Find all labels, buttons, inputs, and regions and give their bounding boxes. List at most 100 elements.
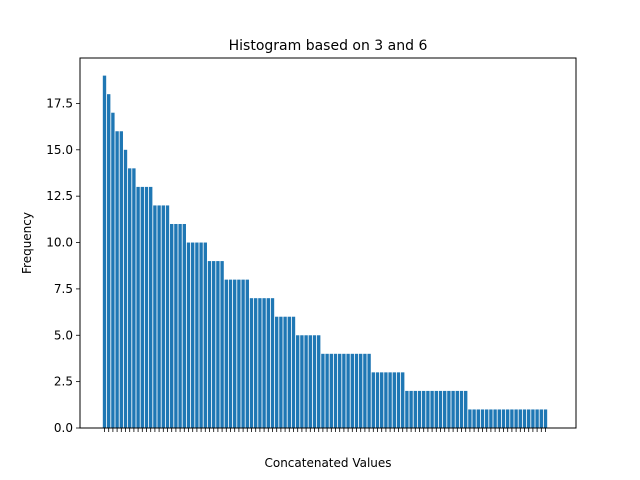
histogram-bar [224, 279, 228, 428]
histogram-bar [501, 409, 506, 428]
histogram-bar [396, 372, 401, 428]
histogram-bar [144, 186, 149, 428]
histogram-bar [514, 409, 518, 428]
histogram-bar [300, 335, 304, 428]
histogram-bar [291, 316, 296, 428]
histogram-bar [258, 298, 262, 428]
y-tick-label: 5.0 [54, 328, 73, 342]
histogram-bar [346, 353, 350, 428]
histogram-bar [195, 242, 199, 428]
histogram-bar [527, 409, 531, 428]
chart-title: Histogram based on 3 and 6 [229, 38, 428, 54]
histogram-bar [413, 390, 417, 428]
histogram-bar [510, 409, 514, 428]
bars-group [102, 75, 548, 429]
histogram-bar [161, 205, 165, 428]
histogram-bar [422, 390, 426, 428]
histogram-bar [203, 242, 207, 428]
histogram-bar [233, 279, 237, 428]
histogram-bar [543, 409, 548, 428]
histogram-bar [140, 186, 144, 428]
y-tick-label: 12.5 [46, 189, 73, 203]
histogram-bar [359, 353, 363, 428]
histogram-bar [132, 168, 136, 428]
histogram-bar [153, 205, 157, 428]
histogram-bar [212, 261, 216, 428]
histogram-bar [182, 223, 186, 428]
histogram-bar [338, 353, 342, 428]
histogram-bar [401, 372, 405, 428]
histogram-bar [468, 409, 472, 428]
histogram-bar [165, 205, 170, 428]
histogram-bar [363, 353, 367, 428]
y-axis-label: Frequency [20, 212, 34, 274]
histogram-bar [270, 298, 275, 428]
histogram-bar [493, 409, 497, 428]
histogram-bar [287, 316, 291, 428]
histogram-bar [380, 372, 384, 428]
histogram-bar [115, 131, 119, 428]
histogram-bar [207, 261, 212, 428]
histogram-bar [237, 279, 241, 428]
histogram-bar [464, 390, 468, 428]
histogram-bar [220, 261, 224, 428]
histogram-bar [531, 409, 535, 428]
histogram-bar [539, 409, 543, 428]
histogram-bar [438, 390, 443, 428]
histogram-bar [136, 186, 140, 428]
histogram-bar [241, 279, 245, 428]
histogram-bar [245, 279, 249, 428]
histogram-bar [535, 409, 539, 428]
histogram-bar [485, 409, 489, 428]
histogram-bar [506, 409, 510, 428]
histogram-bar [392, 372, 396, 428]
histogram-bar [191, 242, 195, 428]
histogram-bar [254, 298, 258, 428]
histogram-bar [123, 149, 128, 429]
histogram-bar [409, 390, 413, 428]
histogram-bar [350, 353, 354, 428]
histogram-bar [128, 168, 132, 428]
histogram-bar [459, 390, 464, 428]
histogram-bar [354, 353, 359, 428]
histogram-bar [451, 390, 455, 428]
histogram-bar [371, 372, 375, 428]
histogram-bar [174, 223, 178, 428]
y-tick-label: 10.0 [46, 236, 73, 250]
histogram-bar [149, 186, 153, 428]
histogram-bar [119, 131, 123, 428]
histogram-bar [296, 335, 300, 428]
histogram-bar [375, 372, 380, 428]
histogram-bar [279, 316, 283, 428]
histogram-bar [107, 94, 111, 429]
y-tick-label: 7.5 [54, 282, 73, 296]
histogram-bar [283, 316, 287, 428]
x-ticks-group [104, 428, 546, 432]
histogram-bar [199, 242, 203, 428]
histogram-bar [447, 390, 451, 428]
histogram-bar [102, 75, 107, 429]
histogram-bar [426, 390, 430, 428]
histogram-bar [367, 353, 371, 428]
y-tick-label: 0.0 [54, 421, 73, 435]
histogram-bar [186, 242, 191, 428]
histogram-bar [497, 409, 501, 428]
histogram-bar [178, 223, 182, 428]
histogram-bar [304, 335, 308, 428]
histogram-bar [228, 279, 233, 428]
histogram-bar [384, 372, 388, 428]
histogram-bar [325, 353, 329, 428]
histogram-bar [480, 409, 485, 428]
histogram-bar [308, 335, 312, 428]
histogram-bar [262, 298, 266, 428]
histogram-bar [476, 409, 480, 428]
histogram-bar [443, 390, 447, 428]
histogram-bar [170, 223, 174, 428]
histogram-bar [388, 372, 392, 428]
y-tick-label: 2.5 [54, 375, 73, 389]
x-axis-label: Concatenated Values [264, 456, 391, 470]
y-tick-label: 15.0 [46, 143, 73, 157]
histogram-bar [489, 409, 493, 428]
histogram-bar [342, 353, 346, 428]
